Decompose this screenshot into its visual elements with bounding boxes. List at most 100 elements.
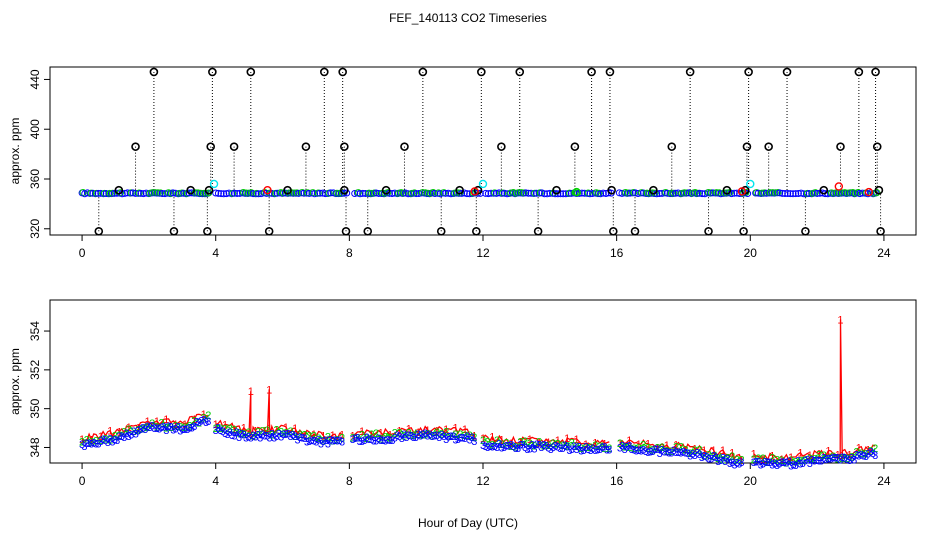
top-spike-point: [264, 226, 274, 236]
top-baseline-point-alt: [261, 188, 269, 196]
bottom-series-3-marker: 3: [121, 432, 127, 444]
bottom-series-3-marker: 3: [443, 434, 449, 446]
bottom-series-3-marker: 3: [170, 425, 176, 437]
bottom-series-3-marker: 3: [517, 440, 523, 452]
bottom-series-3-marker: 3: [201, 415, 207, 427]
bottom-series-3-marker: 3: [650, 446, 656, 458]
bottom-series-3-marker: 3: [710, 451, 716, 463]
bottom-series-1-line: [482, 434, 610, 446]
bottom-series-3-marker: 3: [306, 436, 312, 448]
bottom-series-2-marker: 2: [480, 435, 486, 447]
bottom-series-3-marker: 3: [508, 440, 514, 452]
bottom-series-3-marker: 3: [320, 436, 326, 448]
bottom-series-3-marker: 3: [460, 433, 466, 445]
bottom-series-2-marker: 2: [793, 457, 799, 469]
bottom-series-2-marker: 2: [236, 427, 242, 439]
bottom-series-3-marker: 3: [245, 431, 251, 443]
bottom-series-3-marker: 3: [590, 443, 596, 455]
bottom-series-2-marker: 2: [602, 443, 608, 455]
bottom-series-1-marker: 1: [266, 423, 272, 435]
top-baseline-point: [249, 190, 257, 198]
bottom-series-1-marker: 1: [231, 424, 237, 436]
top-highlight-point: [572, 187, 581, 197]
bottom-series-2-marker: 2: [755, 453, 761, 465]
bottom-series-1-marker: 1: [107, 426, 113, 438]
bottom-series-3-marker: 3: [107, 433, 113, 445]
bottom-series-3-marker: 3: [205, 416, 211, 428]
bottom-series-3-marker: 3: [703, 452, 709, 464]
bottom-series-2-marker: 2: [339, 433, 345, 445]
bottom-series-2-marker: 2: [622, 441, 628, 453]
top-baseline-point: [522, 189, 530, 197]
bottom-series-3-marker: 3: [720, 452, 726, 464]
bottom-series-3-marker: 3: [227, 427, 233, 439]
bottom-series-2-marker: 2: [807, 453, 813, 465]
bottom-series-1-marker: 1: [368, 429, 374, 441]
bottom-series-3-marker: 3: [215, 423, 221, 435]
top-baseline-point: [562, 190, 570, 198]
top-spike-point: [704, 226, 713, 236]
bottom-series-2-marker: 2: [774, 454, 780, 466]
top-baseline-point: [295, 189, 303, 197]
top-baseline-point: [778, 189, 786, 197]
bottom-series-3-marker: 3: [809, 454, 815, 466]
bottom-series-2-marker: 2: [88, 436, 94, 448]
bottom-series-1-marker: 1: [116, 426, 122, 438]
top-baseline-point: [586, 190, 594, 198]
bottom-series-3-marker: 3: [818, 456, 824, 468]
bottom-series-3-marker: 3: [95, 439, 101, 451]
top-baseline-point: [225, 189, 233, 197]
bottom-series-3-marker: 3: [154, 423, 160, 435]
top-spike-point: [283, 185, 292, 195]
bottom-series-3-marker: 3: [84, 438, 90, 450]
bottom-series-3-marker: 3: [795, 456, 801, 468]
bottom-series-1-marker: 1: [98, 431, 104, 443]
top-baseline-point: [124, 189, 132, 197]
bottom-series-1-marker: 1: [339, 429, 345, 441]
bottom-series-3-marker: 3: [751, 457, 757, 469]
bottom-series-2-marker: 2: [858, 448, 864, 460]
bottom-series-2-marker: 2: [573, 441, 579, 453]
bottom-series-3-marker: 3: [661, 446, 667, 458]
bottom-series-2-marker: 2: [330, 436, 336, 448]
bottom-series-2-marker: 2: [513, 441, 519, 453]
bottom-series-2-marker: 2: [406, 428, 412, 440]
bottom-series-3-marker: 3: [334, 436, 340, 448]
bottom-series-3-marker: 3: [846, 455, 852, 467]
bottom-series-3-marker: 3: [406, 430, 412, 442]
bottom-series-2-marker: 2: [320, 436, 326, 448]
top-baseline-point: [180, 189, 188, 197]
bottom-series-3-line: [81, 418, 209, 447]
bottom-series-3-marker: 3: [79, 439, 85, 451]
bottom-series-2-marker: 2: [650, 444, 656, 456]
bottom-series-3-marker: 3: [380, 435, 386, 447]
bottom-series-1-marker: 1: [545, 437, 551, 449]
bottom-series-2-marker: 2: [485, 437, 491, 449]
bottom-series-3-marker: 3: [382, 435, 388, 447]
bottom-series-3-marker: 3: [821, 452, 827, 464]
top-baseline-point: [300, 189, 308, 197]
bottom-series-3-marker: 3: [480, 440, 486, 452]
bottom-series-2-marker: 2: [98, 435, 104, 447]
bottom-series-2-marker: 2: [287, 426, 293, 438]
bottom-series-3-marker: 3: [853, 450, 859, 462]
bottom-series-3-marker: 3: [403, 432, 409, 444]
bottom-series-2-marker: 2: [640, 439, 646, 451]
bottom-series-1-marker: 1: [135, 422, 141, 434]
bottom-series-3-marker: 3: [149, 420, 155, 432]
bottom-series-1-marker: 1: [573, 434, 579, 446]
bottom-series-1-marker: 1: [252, 426, 258, 438]
bottom-series-3-marker: 3: [692, 450, 698, 462]
top-baseline-point: [730, 189, 738, 197]
bottom-series-3-marker: 3: [668, 448, 674, 460]
bottom-x-tick-label: 24: [877, 474, 891, 488]
bottom-series-2-marker: 2: [177, 421, 183, 433]
bottom-series-3-marker: 3: [541, 440, 547, 452]
bottom-series-3-marker: 3: [851, 455, 857, 467]
bottom-series-2-marker: 2: [154, 421, 160, 433]
bottom-series-1-marker: 1: [720, 445, 726, 457]
bottom-series-2-marker: 2: [368, 429, 374, 441]
bottom-series-3-marker: 3: [93, 438, 99, 450]
